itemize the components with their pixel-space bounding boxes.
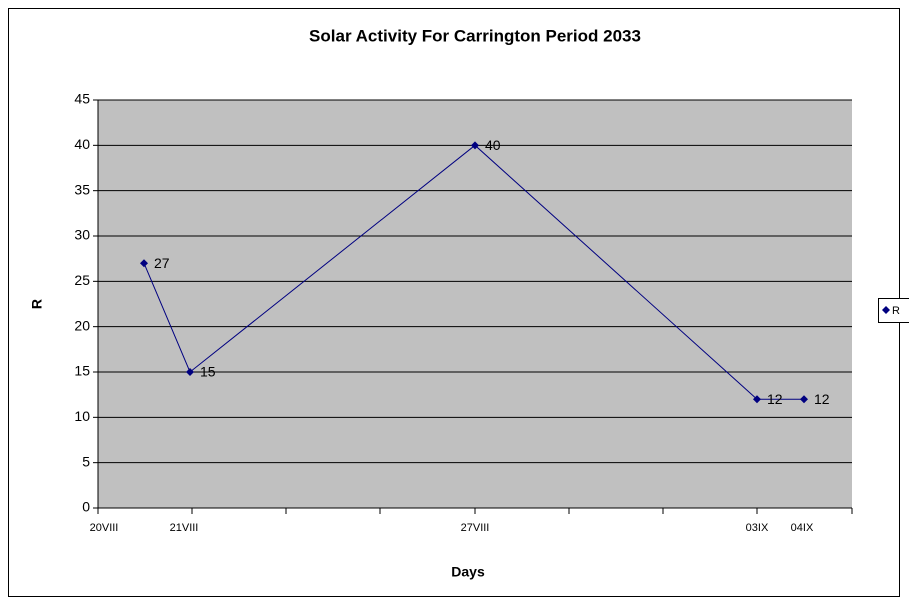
x-tick-label: 21VIII <box>170 522 199 534</box>
y-tick-label: 45 <box>74 91 90 107</box>
y-tick-label: 25 <box>74 272 90 288</box>
x-axis-label: Days <box>451 564 485 580</box>
y-tick-label: 10 <box>74 408 90 424</box>
y-axis-label: R <box>29 299 45 309</box>
x-tick-label: 27VIII <box>461 522 490 534</box>
data-label: 15 <box>200 364 216 380</box>
data-label: 40 <box>485 137 501 153</box>
x-axis-ticks <box>97 100 853 514</box>
point-marker <box>800 395 808 404</box>
legend-label: R <box>892 305 900 317</box>
point-marker <box>140 259 148 268</box>
y-tick-label: 35 <box>74 181 90 197</box>
data-label: 27 <box>154 255 170 271</box>
y-tick-label: 40 <box>74 136 90 152</box>
legend-marker <box>882 306 890 314</box>
y-tick-label: 5 <box>82 453 90 469</box>
chart-title: Solar Activity For Carrington Period 203… <box>309 26 641 45</box>
data-label: 12 <box>767 391 783 407</box>
data-label: 12 <box>814 391 830 407</box>
y-tick-label: 0 <box>82 499 90 515</box>
point-marker <box>186 368 194 376</box>
point-marker <box>471 141 479 150</box>
plot-area <box>98 100 852 508</box>
x-tick-label: 03IX <box>746 522 769 534</box>
y-tick-label: 20 <box>74 317 90 333</box>
y-tick-label: 30 <box>74 227 90 243</box>
point-marker <box>753 395 761 404</box>
x-tick-label: 04IX <box>791 522 814 534</box>
x-tick-label: 20VIII <box>90 522 119 534</box>
y-tick-label: 15 <box>74 363 90 379</box>
